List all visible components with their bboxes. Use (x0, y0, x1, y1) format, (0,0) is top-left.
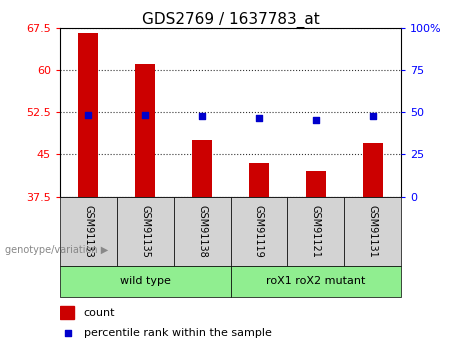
Point (142, 112, 149, 117)
Text: GSM91133: GSM91133 (83, 205, 94, 257)
Point (65, 331, 72, 336)
Point (369, 113, 376, 118)
Bar (135, 64, 155, 197)
Bar (78, 33, 98, 197)
Text: GSM91131: GSM91131 (367, 205, 378, 257)
Bar (306, 171, 326, 197)
Point (255, 115, 263, 121)
Text: GSM91121: GSM91121 (311, 205, 321, 258)
Bar (60, 197, 117, 266)
Text: GSM91138: GSM91138 (197, 205, 207, 257)
Bar (60, 266, 230, 297)
Bar (192, 140, 212, 197)
Bar (60, 306, 74, 319)
Text: wild type: wild type (120, 276, 171, 286)
Bar (230, 197, 287, 266)
Bar (117, 197, 174, 266)
Bar (287, 197, 344, 266)
Text: roX1 roX2 mutant: roX1 roX2 mutant (266, 276, 366, 286)
Bar (249, 163, 269, 197)
Text: genotype/variation ▶: genotype/variation ▶ (5, 245, 108, 255)
Text: percentile rank within the sample: percentile rank within the sample (84, 328, 272, 338)
Point (198, 114, 206, 119)
Point (85, 112, 92, 117)
Title: GDS2769 / 1637783_at: GDS2769 / 1637783_at (142, 11, 319, 28)
Bar (174, 197, 230, 266)
Point (312, 117, 319, 122)
Text: count: count (84, 308, 115, 318)
Bar (230, 266, 401, 297)
Text: GSM91119: GSM91119 (254, 205, 264, 257)
Text: GSM91135: GSM91135 (140, 205, 150, 258)
Bar (363, 143, 383, 197)
Bar (344, 197, 401, 266)
